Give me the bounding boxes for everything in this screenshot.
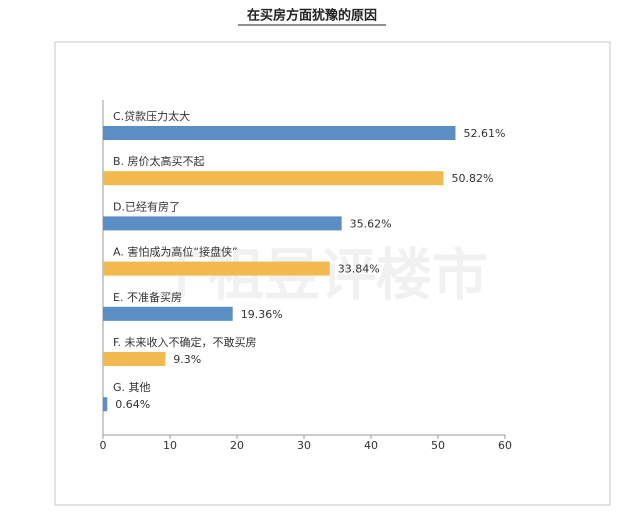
- value-label: 0.64%: [115, 398, 150, 411]
- x-tick-label: 0: [100, 439, 107, 452]
- category-label: A. 害怕成为高位“接盘侠”: [113, 245, 238, 259]
- frame: [54, 41, 611, 506]
- category-label: F. 未来收入不确定，不敢买房: [113, 335, 257, 349]
- x-tick-label: 10: [163, 439, 177, 452]
- x-tick-label: 30: [297, 439, 311, 452]
- value-label: 19.36%: [241, 308, 283, 321]
- bar: [103, 352, 166, 366]
- value-label: 35.62%: [350, 217, 392, 230]
- watermark: 丁祖昱评楼市: [152, 243, 488, 309]
- category-label: E. 不准备买房: [113, 290, 182, 304]
- category-label: C.贷款压力太大: [113, 109, 190, 123]
- x-tick-label: 60: [498, 439, 512, 452]
- bar: [103, 171, 444, 186]
- bar: [103, 126, 456, 140]
- bar: [103, 216, 342, 231]
- value-label: 50.82%: [451, 172, 493, 185]
- x-tick-label: 20: [230, 439, 244, 452]
- category-label: D.已经有房了: [113, 199, 180, 213]
- category-label: G. 其他: [113, 381, 151, 394]
- bar: [103, 306, 233, 321]
- value-label: 9.3%: [173, 353, 201, 366]
- x-tick-label: 40: [364, 439, 378, 452]
- value-label: 33.84%: [338, 263, 380, 276]
- bar: [103, 261, 330, 276]
- chart-title: 在买房方面犹豫的原因: [247, 8, 377, 24]
- value-label: 52.61%: [463, 127, 505, 140]
- bar: [103, 397, 108, 412]
- category-label: B. 房价太高买不起: [113, 154, 205, 168]
- x-tick-label: 50: [431, 439, 445, 452]
